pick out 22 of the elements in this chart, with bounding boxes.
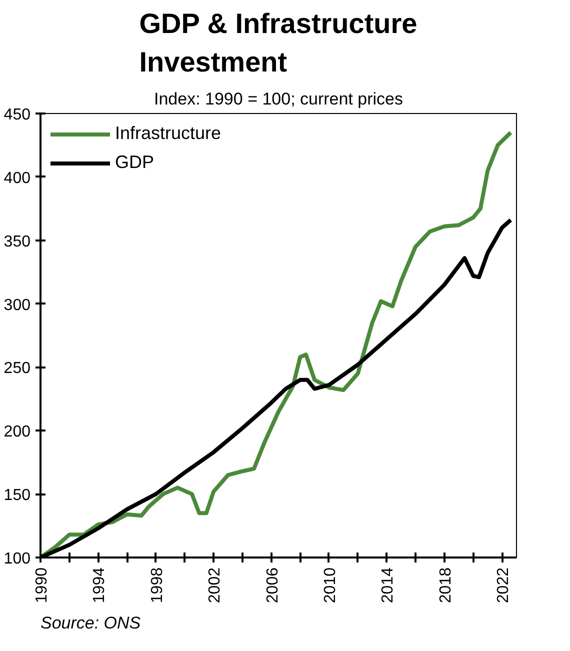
y-tick-label: 150 <box>4 487 31 504</box>
x-tick-label: 1990 <box>34 567 50 604</box>
x-tick-label: 2014 <box>380 567 397 604</box>
x-tick-label: 2010 <box>322 567 339 604</box>
legend-label: Infrastructure <box>115 123 222 144</box>
x-tick-label: 1998 <box>148 567 166 604</box>
x-tick-label: 2022 <box>495 567 512 604</box>
x-tick-label: 2002 <box>206 567 224 604</box>
y-tick-label: 200 <box>4 424 31 441</box>
y-tick-label: 400 <box>4 170 31 187</box>
source-note: Source: ONS <box>40 614 142 632</box>
y-tick-label: 250 <box>4 360 31 378</box>
y-tick-label: 350 <box>4 233 31 250</box>
y-tick-label: 300 <box>4 296 31 314</box>
y-tick-label: 450 <box>4 106 31 124</box>
chart-subtitle: Index: 1990 = 100; current prices <box>154 90 404 108</box>
x-tick-label: 2006 <box>264 567 282 604</box>
legend-label: GDP <box>115 152 154 173</box>
x-tick-label: 1994 <box>91 567 108 604</box>
y-tick-label: 100 <box>4 550 31 568</box>
chart-title: GDP & Infrastructure Investment <box>139 8 418 78</box>
x-tick-label: 2018 <box>437 567 454 604</box>
